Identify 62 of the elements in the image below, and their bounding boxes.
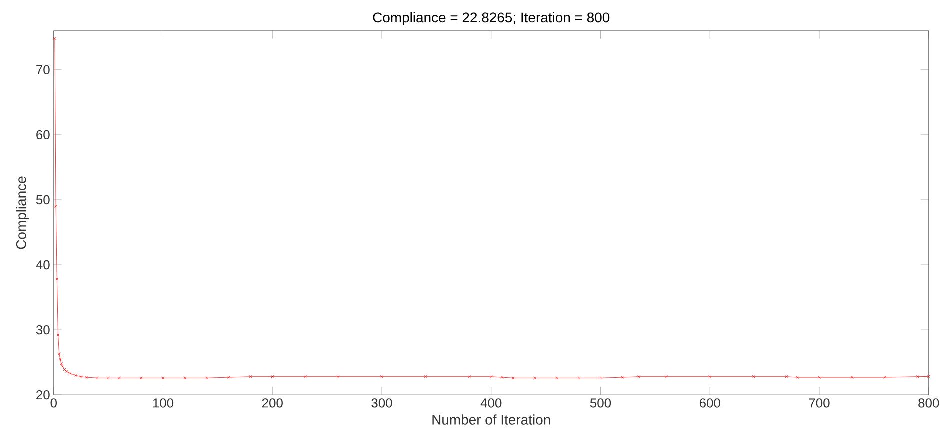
point	[850, 376, 854, 379]
point	[58, 352, 61, 356]
point	[556, 376, 558, 380]
point	[249, 375, 252, 378]
point	[380, 375, 384, 378]
point	[884, 376, 887, 379]
point	[80, 375, 83, 378]
point	[184, 376, 187, 380]
point	[490, 375, 493, 378]
x-tick-label: 0	[50, 398, 57, 408]
point	[61, 365, 64, 368]
x-tick-label: 400	[480, 398, 502, 408]
point	[74, 374, 78, 378]
point	[577, 376, 580, 380]
point	[227, 376, 230, 379]
point	[60, 362, 63, 366]
point	[621, 376, 624, 379]
y-tick-label: 40	[36, 260, 50, 270]
x-tick-label: 200	[262, 398, 283, 408]
point	[785, 375, 788, 378]
point	[118, 376, 121, 380]
point	[818, 376, 821, 379]
x-tick-label: 500	[590, 398, 612, 408]
point	[916, 375, 920, 378]
y-tick-label: 30	[36, 325, 50, 335]
y-axis-title: Compliance	[16, 176, 30, 250]
point	[66, 370, 68, 374]
point	[271, 375, 274, 378]
point	[752, 375, 756, 378]
point	[96, 376, 100, 380]
point	[336, 375, 340, 378]
point	[140, 376, 143, 380]
point	[708, 375, 712, 378]
x-tick-label: 300	[372, 398, 392, 408]
x-tick-label: 800	[918, 398, 940, 408]
point	[58, 358, 62, 361]
point	[107, 376, 110, 380]
y-tick-label: 50	[36, 195, 50, 205]
point	[638, 375, 640, 378]
point	[85, 376, 88, 379]
x-tick-label: 100	[153, 398, 174, 408]
point	[468, 375, 471, 378]
point	[162, 376, 165, 380]
point	[68, 372, 72, 376]
point	[54, 205, 58, 208]
point	[304, 375, 307, 378]
point	[664, 375, 668, 378]
chart-title: Compliance = 22.8265; Iteration = 800	[373, 12, 610, 26]
point	[796, 376, 800, 379]
x-tick-label: 700	[809, 398, 830, 408]
point	[512, 376, 515, 380]
y-tick-label: 60	[36, 130, 50, 140]
x-tick-label: 600	[700, 398, 720, 408]
point	[56, 278, 59, 281]
point	[206, 376, 208, 380]
point	[599, 376, 602, 380]
point	[534, 376, 537, 380]
point	[500, 376, 504, 379]
y-tick-label: 20	[36, 390, 50, 400]
y-tick-label: 70	[36, 65, 50, 75]
x-axis-title: Number of Iteration	[432, 414, 550, 425]
point	[424, 375, 428, 378]
